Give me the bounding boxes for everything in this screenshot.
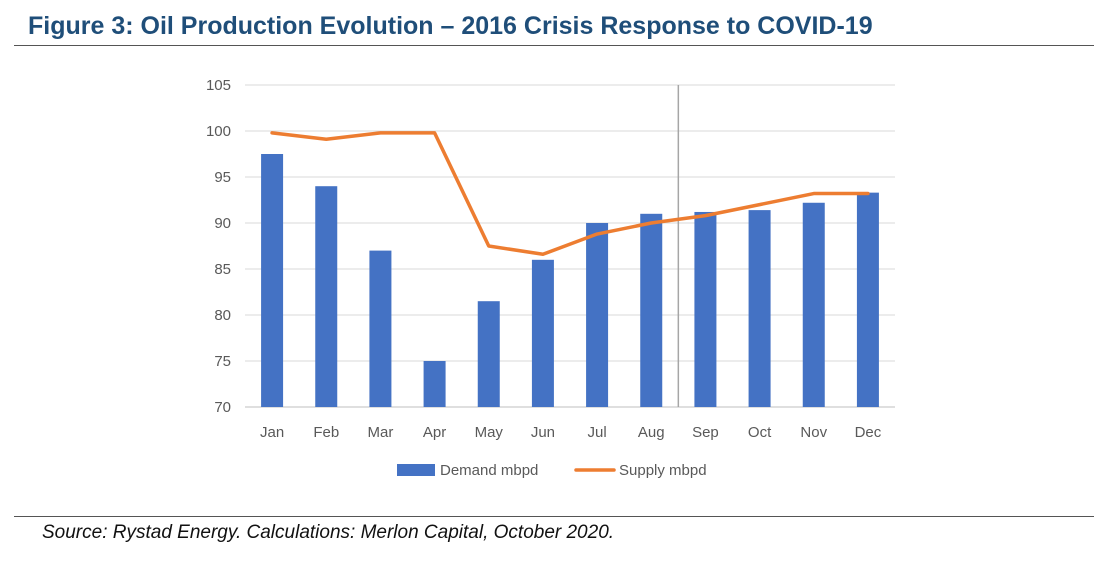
demand-bar — [423, 361, 446, 407]
demand-bar — [369, 250, 392, 407]
demand-bar — [261, 154, 284, 407]
demand-bar — [694, 211, 717, 407]
x-tick-label: Feb — [313, 424, 339, 441]
legend-label-demand: Demand mbpd — [440, 462, 538, 479]
x-tick-label: Aug — [638, 424, 665, 441]
x-tick-label: Sep — [692, 424, 719, 441]
demand-bar — [748, 210, 771, 407]
x-tick-label: Jan — [260, 424, 284, 441]
oil-production-chart: 70 75 80 85 90 95 100 105 Jan Feb Mar Apr May Jun Jul A… — [206, 77, 895, 479]
demand-bar — [856, 192, 879, 407]
y-tick-label: 90 — [214, 215, 231, 232]
x-tick-label: Nov — [800, 424, 827, 441]
x-tick-label: Jul — [587, 424, 606, 441]
figure-title: Figure 3: Oil Production Evolution – 201… — [28, 12, 873, 40]
demand-bar — [802, 202, 825, 407]
x-tick-label: May — [475, 424, 504, 441]
x-tick-label: Dec — [855, 424, 882, 441]
legend-label-supply: Supply mbpd — [619, 462, 707, 479]
supply-line — [270, 131, 870, 257]
x-tick-label: Jun — [531, 424, 555, 441]
title-rule — [14, 45, 1094, 46]
y-tick-label: 100 — [206, 123, 231, 140]
y-tick-label: 105 — [206, 77, 231, 94]
demand-bar — [531, 259, 554, 407]
y-tick-label: 70 — [214, 399, 231, 416]
y-tick-label: 95 — [214, 169, 231, 186]
source-rule — [14, 516, 1094, 517]
x-tick-label: Mar — [367, 424, 393, 441]
y-tick-label: 85 — [214, 261, 231, 278]
demand-bar — [586, 223, 609, 407]
x-tick-label: Oct — [748, 424, 772, 441]
demand-bar — [640, 213, 663, 407]
source-note: Source: Rystad Energy. Calculations: Mer… — [42, 522, 615, 543]
x-tick-label: Apr — [423, 424, 446, 441]
demand-bar — [315, 186, 338, 407]
demand-bar — [477, 301, 500, 407]
y-tick-label: 75 — [214, 353, 231, 370]
y-tick-label: 80 — [214, 307, 231, 324]
legend-swatch-demand — [397, 464, 435, 476]
